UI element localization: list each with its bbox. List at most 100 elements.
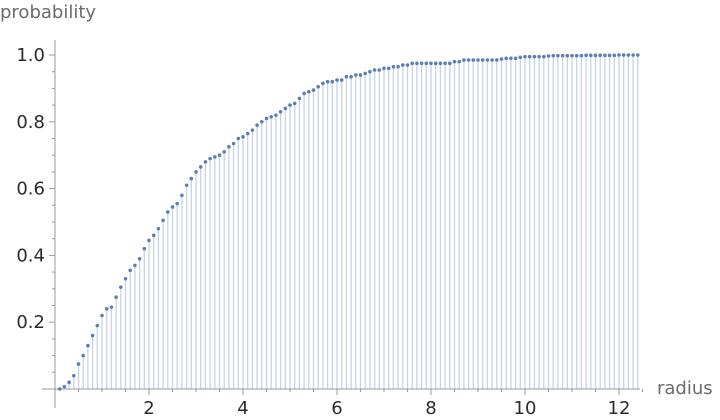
data-point bbox=[405, 63, 410, 67]
data-point bbox=[457, 59, 462, 64]
data-point bbox=[147, 238, 151, 243]
data-point bbox=[626, 53, 631, 57]
y-tick-label: 0.2 bbox=[16, 312, 45, 333]
data-point bbox=[76, 362, 81, 366]
data-point bbox=[386, 66, 391, 71]
data-point bbox=[339, 78, 344, 82]
data-point bbox=[617, 53, 621, 57]
data-point bbox=[509, 56, 513, 61]
data-point bbox=[537, 54, 541, 59]
data-point bbox=[57, 387, 62, 391]
data-point bbox=[485, 58, 490, 62]
data-point bbox=[198, 165, 203, 169]
point-group bbox=[57, 53, 640, 391]
data-point bbox=[584, 53, 588, 58]
data-point bbox=[255, 123, 259, 127]
data-point bbox=[452, 59, 457, 64]
data-point bbox=[128, 268, 132, 273]
data-point bbox=[462, 58, 466, 62]
data-point bbox=[433, 61, 438, 66]
data-point bbox=[419, 61, 424, 66]
data-point bbox=[551, 53, 555, 58]
y-axis-label: probability bbox=[0, 2, 97, 23]
axes-group: 2 4 6 8 10 12 0.2 0.4 0.6 0.8 1.0 bbox=[16, 40, 643, 419]
data-point bbox=[170, 205, 175, 209]
data-point bbox=[307, 89, 311, 94]
data-point bbox=[302, 91, 306, 96]
data-point bbox=[321, 81, 325, 86]
data-point bbox=[391, 64, 396, 69]
data-point bbox=[175, 201, 179, 206]
data-point bbox=[636, 53, 640, 57]
data-point bbox=[133, 263, 137, 268]
data-point bbox=[598, 53, 602, 58]
data-point bbox=[382, 66, 386, 71]
y-tick-label: 0.8 bbox=[16, 112, 45, 133]
data-point bbox=[161, 218, 165, 223]
data-point bbox=[86, 343, 90, 348]
data-point bbox=[330, 79, 335, 84]
data-point bbox=[213, 155, 217, 159]
data-point bbox=[123, 276, 128, 281]
data-point bbox=[480, 58, 485, 62]
data-point bbox=[184, 183, 189, 188]
x-tick-label: 10 bbox=[514, 398, 537, 419]
data-point bbox=[156, 226, 161, 231]
data-point bbox=[72, 373, 76, 378]
data-point bbox=[589, 53, 593, 58]
data-point bbox=[100, 313, 104, 318]
data-point bbox=[556, 53, 560, 58]
x-tick-label: 2 bbox=[143, 398, 154, 419]
data-point bbox=[565, 53, 570, 58]
data-point bbox=[208, 156, 212, 161]
data-point bbox=[274, 113, 278, 117]
data-point bbox=[495, 58, 499, 62]
data-point bbox=[513, 56, 518, 61]
data-point bbox=[443, 61, 447, 66]
data-point bbox=[222, 150, 226, 154]
x-tick-label: 4 bbox=[237, 398, 248, 419]
data-point bbox=[189, 176, 194, 181]
data-point bbox=[325, 79, 330, 84]
y-tick-label: 0.6 bbox=[16, 179, 45, 200]
data-point bbox=[67, 380, 71, 385]
data-point bbox=[490, 58, 494, 62]
data-point bbox=[448, 61, 452, 66]
data-point bbox=[283, 106, 288, 111]
data-point bbox=[401, 63, 405, 67]
data-point bbox=[523, 54, 527, 59]
data-point bbox=[236, 136, 241, 141]
data-point bbox=[532, 54, 537, 59]
data-point bbox=[499, 57, 504, 61]
data-point bbox=[579, 53, 584, 58]
data-point bbox=[438, 61, 443, 66]
data-point bbox=[316, 84, 321, 89]
x-axis-label: radius bbox=[657, 378, 713, 399]
data-point bbox=[410, 61, 415, 66]
data-point bbox=[142, 246, 147, 251]
data-point bbox=[621, 53, 626, 57]
data-point bbox=[166, 210, 170, 214]
data-point bbox=[504, 56, 509, 61]
x-tick-label: 8 bbox=[425, 398, 436, 419]
x-tick-label: 6 bbox=[331, 398, 342, 419]
data-point bbox=[250, 128, 255, 132]
data-point bbox=[81, 353, 85, 358]
data-point bbox=[363, 71, 368, 76]
data-point bbox=[114, 295, 118, 299]
data-point bbox=[518, 55, 523, 60]
data-point bbox=[476, 58, 480, 62]
data-point bbox=[377, 68, 382, 72]
data-point bbox=[137, 256, 142, 261]
data-point bbox=[260, 120, 264, 124]
data-point bbox=[570, 53, 574, 58]
data-point bbox=[542, 54, 546, 59]
data-point bbox=[424, 61, 429, 66]
data-point bbox=[288, 103, 292, 107]
data-point bbox=[396, 64, 400, 69]
data-point bbox=[217, 153, 222, 157]
data-point bbox=[631, 53, 635, 57]
data-point bbox=[180, 193, 184, 198]
data-point bbox=[344, 74, 349, 79]
